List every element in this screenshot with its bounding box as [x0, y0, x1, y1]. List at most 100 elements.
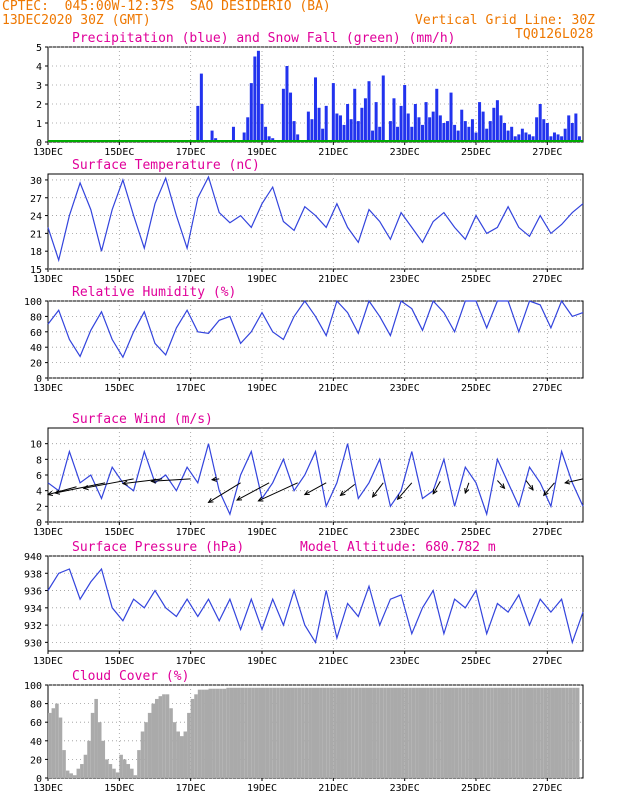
precip-bar: [321, 128, 325, 142]
cloud-bar: [379, 687, 384, 778]
cloud-ytick-label: 40: [30, 737, 42, 748]
cloud-bar: [365, 687, 369, 778]
precip-bar: [421, 124, 424, 142]
cloud-bar: [262, 687, 266, 778]
cloud-bar: [151, 703, 155, 778]
wind-arrow-head: [82, 484, 89, 491]
wind-arrow: [83, 478, 134, 489]
precip-bar: [520, 128, 524, 142]
cloud-bar: [297, 687, 302, 778]
wind-arrow: [122, 478, 163, 485]
cloud-bar: [69, 773, 73, 778]
cloud-bar: [183, 731, 188, 778]
precip-bar: [485, 128, 489, 142]
wind-arrow-head: [528, 484, 534, 491]
cloud-bar: [329, 687, 334, 778]
precip-bar: [292, 121, 296, 142]
precip-bar: [478, 102, 482, 142]
cloud-bar: [451, 687, 455, 778]
wind-arrow-head: [564, 479, 571, 485]
cloud-bar: [72, 775, 77, 778]
precip-bar: [281, 88, 285, 142]
cloud-bar: [226, 687, 230, 778]
cloud-bar: [490, 687, 494, 778]
cloud-bar: [533, 687, 537, 778]
humidity-ytick-label: 20: [30, 359, 42, 370]
humidity-ytick-label: 0: [36, 374, 42, 385]
header-grid-note: Vertical Grid Line: 30Z: [415, 13, 596, 28]
cloud-bar: [568, 687, 573, 778]
cloud-xtick-label: 23DEC: [390, 783, 420, 794]
cloud-bar: [244, 687, 248, 778]
pressure-ytick-label: 940: [24, 552, 42, 563]
humidity-ytick-label: 100: [24, 297, 42, 308]
cloud-bar: [529, 687, 534, 778]
wind-arrow: [497, 480, 505, 489]
cloud-bar: [76, 768, 81, 778]
precip-bar: [453, 124, 457, 142]
wind-arrow-head: [432, 488, 438, 495]
precip-bar: [549, 136, 553, 142]
cloud-bar: [155, 698, 159, 778]
precip-bar: [256, 50, 260, 142]
precipitation-ytick-label: 4: [36, 62, 42, 73]
cloud-bar: [401, 687, 405, 778]
precip-bar: [442, 123, 446, 142]
temperature-xtick-label: 17DEC: [176, 274, 206, 285]
precip-bar: [570, 123, 574, 142]
precip-bar: [499, 115, 503, 142]
cloud-bar: [62, 750, 66, 778]
cloud-bar: [575, 687, 580, 778]
precip-bar: [556, 134, 560, 142]
wind-arrow-head: [150, 478, 157, 484]
wind-arrow: [236, 482, 270, 501]
wind-ytick-label: 0: [36, 518, 42, 529]
temperature-xtick-label: 23DEC: [390, 274, 420, 285]
temperature-xtick-label: 15DEC: [104, 274, 134, 285]
pressure-line: [47, 567, 584, 645]
precipitation-xtick-label: 25DEC: [461, 147, 491, 158]
cloud-bar: [165, 694, 170, 778]
cloud-bar: [383, 687, 387, 778]
wind-arrow-head: [543, 490, 549, 497]
precip-bar: [356, 121, 360, 142]
cloud-bar: [522, 687, 526, 778]
cloud-bar: [515, 687, 519, 778]
wind-arrow-head: [396, 494, 403, 501]
cloud-bar: [219, 688, 223, 778]
pressure-xtick-label: 21DEC: [318, 656, 348, 667]
cloud-bar: [276, 687, 280, 778]
cloud-bar: [119, 754, 123, 778]
wind-arrow: [55, 482, 106, 494]
wind-arrow: [525, 480, 534, 491]
header-station: CPTEC: 045:00W-12:37S SAO DESIDERIO (BA): [2, 0, 331, 14]
wind-arrow: [258, 482, 298, 502]
cloud-bar: [443, 687, 448, 778]
pressure-title: Surface Pressure (hPa): [72, 540, 244, 555]
cloud-bar: [511, 687, 516, 778]
precip-bar: [335, 113, 339, 142]
cloud-bar: [354, 687, 359, 778]
precip-bar: [424, 102, 428, 142]
cloud-bar: [315, 687, 320, 778]
humidity-title: Relative Humidity (%): [72, 285, 236, 300]
wind-arrow: [372, 482, 384, 498]
wind-arrow-head: [236, 495, 243, 501]
temperature-ytick-label: 30: [30, 176, 42, 187]
temperature-xtick-label: 13DEC: [33, 274, 63, 285]
cloud-bar: [311, 687, 316, 778]
cloud-bar: [258, 687, 262, 778]
humidity-ytick-label: 40: [30, 343, 42, 354]
wind-arrow-head: [339, 490, 346, 497]
cloud-ytick-label: 100: [24, 681, 42, 692]
pressure-xtick-label: 15DEC: [104, 656, 134, 667]
cloud-bar: [265, 687, 270, 778]
humidity-xtick-label: 15DEC: [104, 383, 134, 394]
precip-bar: [560, 136, 564, 142]
cloud-bar: [162, 694, 166, 778]
cloud-bar: [212, 688, 216, 778]
cloud-bar: [112, 768, 116, 778]
precipitation-xtick-label: 27DEC: [532, 147, 562, 158]
precip-bar: [474, 132, 478, 142]
